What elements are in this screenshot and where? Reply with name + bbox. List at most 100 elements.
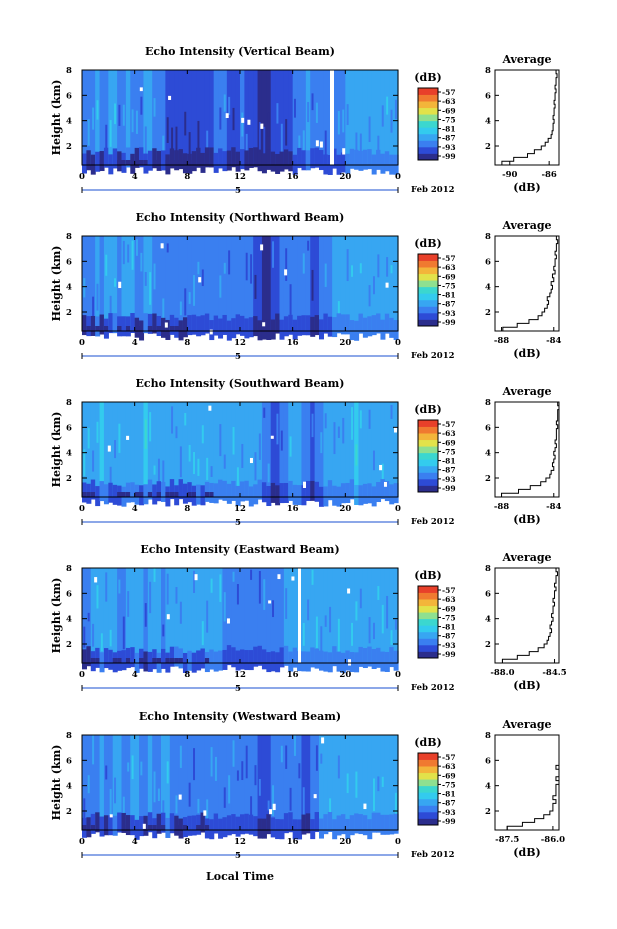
heatmap-column: [275, 236, 281, 331]
heatmap-near-ground: [270, 319, 276, 340]
heatmap-near-ground: [147, 150, 153, 171]
heatmap-column: [103, 402, 109, 497]
heatmap-streak: [254, 452, 257, 481]
heatmap-near-ground: [213, 483, 219, 504]
heatmap-near-ground: [226, 645, 232, 666]
panel-title: Echo Intensity (Eastward Beam): [140, 543, 339, 556]
heatmap-near-ground: [257, 320, 263, 341]
heatmap-streak: [236, 584, 239, 605]
heatmap-near-ground: [376, 313, 382, 334]
heatmap-column: [354, 70, 360, 165]
heatmap-near-ground: [200, 648, 206, 669]
heatmap-near-ground: [130, 647, 136, 668]
y-tick-label: 2: [66, 807, 72, 817]
heatmap-near-ground: [345, 818, 351, 839]
heatmap-near-ground: [292, 647, 298, 668]
heatmap-near-ground: [345, 482, 351, 503]
heatmap-near-ground: [196, 650, 202, 671]
heatmap-column: [266, 568, 272, 663]
heatmap-column: [240, 735, 245, 830]
colorbar-tick-label: -57: [442, 586, 456, 595]
heatmap-column: [182, 402, 188, 497]
heatmap-streak: [302, 253, 305, 274]
heatmap-near-ground: [99, 314, 105, 335]
heatmap-column: [301, 236, 307, 331]
colorbar-tick-label: -81: [442, 623, 456, 632]
heatmap-column: [270, 735, 276, 830]
heatmap-streak: [140, 96, 143, 115]
heatmap-low-echo: [90, 825, 96, 830]
heatmap-streak: [87, 119, 90, 146]
heatmap-streak: [131, 240, 134, 270]
heatmap-near-ground: [279, 647, 285, 668]
heatmap-near-ground: [270, 817, 276, 838]
missing-data-pixel: [385, 282, 389, 288]
colorbar-segment: [418, 446, 438, 454]
heatmap-low-echo: [156, 658, 162, 663]
heatmap-column: [95, 735, 101, 830]
heatmap-streak: [245, 133, 248, 166]
heatmap-column: [301, 70, 307, 165]
colorbar-segment: [418, 753, 438, 760]
heatmap-near-ground: [336, 313, 342, 334]
heatmap-column: [103, 568, 109, 663]
colorbar-segment: [418, 286, 438, 294]
average-profile-line: [495, 568, 559, 664]
heatmap-streak: [162, 460, 165, 492]
y-axis-label: Height (km): [50, 246, 63, 322]
heatmap-low-echo: [121, 825, 127, 830]
heatmap-streak: [100, 633, 103, 652]
heatmap-streak: [127, 591, 130, 617]
missing-data-pixel: [313, 794, 317, 799]
y-tick-label: 4: [66, 117, 72, 127]
heatmap-column: [152, 402, 158, 497]
heatmap-column: [178, 735, 184, 830]
heatmap-near-ground: [367, 819, 373, 840]
heatmap-near-ground: [103, 484, 109, 505]
colorbar-segment: [418, 818, 438, 826]
heatmap-column: [82, 735, 87, 830]
heatmap-streak: [92, 107, 95, 130]
heatmap-streak: [307, 240, 310, 251]
heatmap-column: [283, 70, 289, 165]
heatmap-streak: [153, 771, 156, 803]
colorbar-segment: [418, 631, 438, 639]
heatmap-column: [332, 70, 338, 165]
heatmap-near-ground: [235, 314, 241, 335]
heatmap-column: [187, 735, 193, 830]
x-tick-label: 16: [287, 837, 299, 847]
heatmap-column: [358, 70, 364, 165]
heatmap-column: [174, 568, 180, 663]
heatmap-column: [310, 70, 316, 165]
heatmap-column: [204, 70, 210, 165]
average-x-axis-label: (dB): [513, 513, 540, 526]
heatmap-streak: [311, 569, 314, 585]
heatmap-low-echo: [178, 825, 184, 830]
heatmap-low-echo: [191, 160, 197, 165]
heatmap-streak: [351, 407, 354, 440]
heatmap-streak: [302, 130, 305, 162]
heatmap-near-ground: [283, 813, 289, 834]
heatmap-column: [297, 735, 303, 830]
heatmap-streak: [188, 292, 191, 304]
heatmap-low-echo: [95, 326, 101, 331]
average-title: Average: [501, 385, 551, 398]
heatmap-streak: [184, 288, 187, 316]
heatmap-streak: [324, 130, 327, 162]
heatmap-near-ground: [380, 814, 386, 835]
heatmap-near-ground: [235, 816, 241, 837]
colorbar-segment: [418, 101, 438, 109]
heatmap-near-ground: [301, 651, 307, 672]
heatmap-near-ground: [371, 315, 377, 336]
average-y-tick-label: 6: [485, 589, 491, 599]
heatmap-near-ground: [261, 319, 267, 340]
heatmap-column: [376, 236, 382, 331]
heatmap-near-ground: [244, 480, 250, 501]
heatmap-near-ground: [169, 813, 175, 834]
colorbar-tick-label: -99: [442, 318, 456, 327]
heatmap-streak: [368, 617, 371, 644]
heatmap-streak: [175, 126, 178, 156]
heatmap-near-ground: [147, 651, 153, 672]
missing-data-pixel: [284, 269, 288, 276]
